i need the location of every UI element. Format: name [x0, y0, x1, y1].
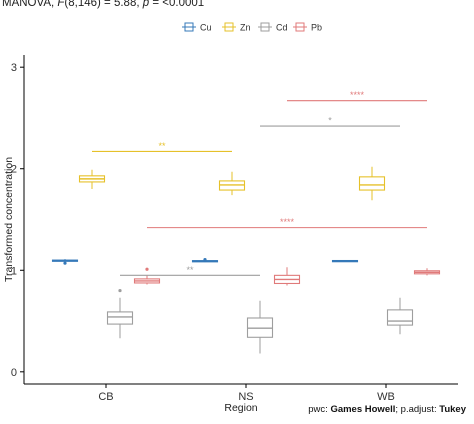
- x-axis-label: Region: [224, 402, 257, 414]
- outlier-point: [203, 258, 207, 262]
- significance-pb-cb-wb: ****: [147, 217, 427, 229]
- caption-pre1: pwc:: [308, 404, 331, 415]
- x-tick-label: CB: [98, 391, 113, 403]
- legend-label: Zn: [240, 23, 251, 33]
- significance-zn-cb-ns: **: [92, 141, 232, 153]
- box-body: [106, 311, 134, 325]
- y-tick-label: 0: [11, 367, 17, 379]
- significance-label: ****: [350, 90, 365, 100]
- box-pb-cb: [133, 267, 161, 285]
- legend-item-cu: Cu: [182, 22, 212, 33]
- subtitle-stat: (8,146) = 5.88,: [64, 0, 143, 9]
- significance-cd-ns-wb: *: [260, 116, 400, 127]
- legend-item-zn: Zn: [222, 22, 251, 33]
- box-pb-ns: [273, 267, 301, 286]
- legend-item-cd: Cd: [258, 22, 288, 33]
- box-zn-wb: [358, 166, 386, 201]
- box-zn-cb: [78, 169, 106, 190]
- caption-test: Games Howell: [330, 404, 396, 415]
- legend-label: Pb: [311, 23, 322, 33]
- caption-adjust: Tukey: [439, 404, 466, 415]
- legend-item-pb: Pb: [293, 22, 322, 33]
- box-cd-cb: [106, 288, 134, 339]
- significance-pb-ns-wb: ****: [287, 90, 427, 102]
- significance-cd-cb-ns: **: [120, 265, 260, 276]
- outlier-point: [118, 288, 122, 293]
- box-body: [386, 309, 414, 326]
- box-body: [358, 176, 386, 191]
- significance-label: *: [328, 116, 332, 126]
- legend-label: Cd: [276, 23, 288, 33]
- outlier-point: [63, 261, 67, 265]
- significance-label: ****: [280, 217, 295, 227]
- x-tick-label: NS: [238, 391, 253, 403]
- y-tick-label: 1: [11, 265, 17, 277]
- outlier-point: [145, 267, 149, 271]
- box-zn-ns: [218, 171, 246, 196]
- box-pb-wb: [413, 268, 441, 276]
- box-cu-wb: [331, 259, 359, 263]
- significance-label: **: [158, 141, 166, 151]
- box-cu-cb: [51, 259, 79, 265]
- y-tick-label: 2: [11, 164, 17, 176]
- chart-caption: pwc: Games Howell; p.adjust: Tukey: [308, 404, 466, 415]
- caption-pre2: ; p.adjust:: [395, 404, 440, 415]
- subtitle-p: p: [142, 0, 150, 9]
- subtitle-pre: MANOVA,: [2, 0, 58, 9]
- significance-label: **: [186, 265, 194, 275]
- legend-label: Cu: [200, 23, 212, 33]
- box-cd-ns: [246, 300, 274, 354]
- box-cd-wb: [386, 297, 414, 335]
- chart-subtitle: MANOVA, F(8,146) = 5.88, p = <0.0001: [2, 0, 204, 9]
- y-tick-label: 3: [11, 62, 17, 74]
- subtitle-f: F: [57, 0, 65, 9]
- subtitle-post: = <0.0001: [149, 0, 205, 9]
- x-tick-label: WB: [377, 391, 395, 403]
- box-cu-ns: [191, 258, 219, 263]
- y-axis-label: Transformed concentration: [3, 157, 15, 282]
